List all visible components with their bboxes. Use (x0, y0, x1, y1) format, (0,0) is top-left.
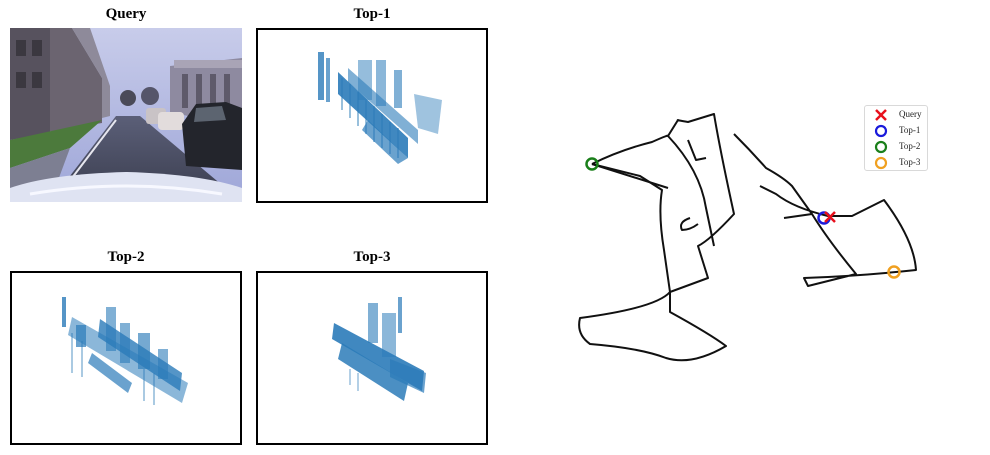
circle-icon (874, 140, 888, 154)
route-segment (578, 291, 727, 362)
top1-pointcloud-panel (256, 28, 488, 203)
top2-marker (585, 157, 599, 171)
legend-label: Top-2 (899, 141, 921, 151)
legend-item-top3: Top-3 (865, 155, 929, 171)
legend-label: Top-1 (899, 125, 921, 135)
route-segment (783, 213, 813, 219)
route-segment (733, 133, 917, 287)
cross-icon (875, 109, 887, 121)
route-segment (591, 163, 669, 189)
route-map (578, 113, 917, 362)
legend-item-top1: Top-1 (865, 123, 929, 139)
top2-pointcloud-panel (10, 271, 242, 445)
top3-pointcloud (332, 297, 426, 401)
route-segment (680, 217, 699, 231)
legend-label: Query (899, 109, 922, 119)
route-segment (667, 135, 715, 247)
circle-icon (874, 124, 888, 138)
top2-pointcloud (62, 297, 188, 405)
top2-title: Top-2 (107, 249, 145, 265)
top3-title: Top-3 (353, 249, 391, 265)
query-image (10, 28, 242, 202)
street-scene-illustration (10, 28, 242, 202)
legend-item-query: Query (865, 107, 929, 123)
circle-icon (874, 156, 888, 170)
legend-item-top2: Top-2 (865, 139, 929, 155)
legend-label: Top-3 (899, 157, 921, 167)
top1-title: Top-1 (353, 6, 391, 22)
query-marker (824, 211, 836, 223)
route-segment (591, 113, 735, 293)
query-title: Query (105, 6, 147, 22)
route-segment (687, 139, 707, 161)
top3-marker (887, 265, 901, 279)
top3-pointcloud-panel (256, 271, 488, 445)
map-legend: Query Top-1 Top-2 Top-3 (864, 105, 928, 171)
top1-pointcloud (318, 52, 442, 164)
